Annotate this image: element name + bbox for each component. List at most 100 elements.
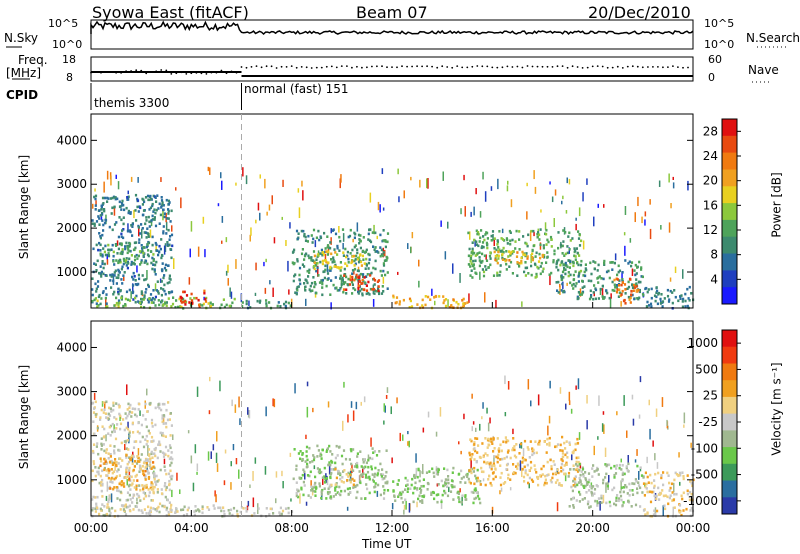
- power-echo-cell: [316, 261, 319, 265]
- velocity-echo-cell: [444, 491, 447, 495]
- power-echo-cell: [142, 251, 145, 255]
- power-echo-cell: [96, 285, 100, 288]
- velocity-echo-cell: [528, 456, 531, 459]
- velocity-echo-cell: [144, 469, 147, 473]
- power-echo-cell: [536, 265, 539, 269]
- power-echo-cell: [505, 262, 508, 266]
- velocity-speckle: [549, 380, 551, 389]
- power-echo-cell: [379, 233, 382, 237]
- velocity-echo-cell: [144, 438, 147, 441]
- velocity-speckle: [568, 391, 571, 401]
- cpid-segment-1: themis 3300: [94, 96, 170, 110]
- velocity-echo-cell: [573, 477, 576, 480]
- velocity-speckle: [128, 433, 130, 444]
- velocity-echo-cell: [332, 468, 335, 471]
- velocity-speckle: [509, 487, 512, 491]
- power-echo-cell: [638, 290, 641, 294]
- nave-point: [165, 69, 168, 72]
- power-echo-cell: [165, 269, 168, 272]
- velocity-speckle: [383, 420, 385, 425]
- velocity-speckle: [215, 494, 217, 503]
- velocity-echo-cell: [421, 501, 424, 504]
- power-speckle: [92, 203, 94, 209]
- velocity-echo-cell: [373, 450, 376, 453]
- power-echo-cell: [343, 274, 346, 277]
- power-echo-cell: [557, 268, 560, 272]
- velocity-echo-cell: [537, 483, 540, 487]
- velocity-echo-cell: [137, 456, 140, 460]
- power-echo-cell: [577, 275, 580, 278]
- power-echo-cell: [137, 300, 140, 303]
- power-speckle: [225, 237, 228, 243]
- velocity-echo-cell: [673, 506, 676, 509]
- velocity-echo-cell: [489, 481, 492, 485]
- nave-point: [325, 65, 328, 68]
- power-echo-cell: [129, 212, 132, 215]
- velocity-speckle: [472, 421, 475, 425]
- velocity-echo-cell: [517, 463, 520, 467]
- power-echo-cell: [345, 288, 348, 291]
- velocity-speckle: [209, 376, 211, 382]
- power-echo-cell: [201, 304, 204, 307]
- power-echo-cell: [357, 290, 360, 294]
- velocity-speckle: [608, 475, 610, 483]
- velocity-echo-cell: [122, 504, 125, 507]
- power-echo-cell: [152, 210, 155, 213]
- power-speckle: [418, 259, 420, 267]
- velocity-echo-cell: [154, 446, 157, 450]
- velocity-echo-cell: [127, 448, 130, 451]
- power-echo-cell: [297, 285, 300, 288]
- velocity-echo-cell: [382, 497, 386, 500]
- power-echo-cell: [117, 273, 120, 277]
- velocity-echo-cell: [576, 470, 580, 473]
- velocity-speckle: [399, 432, 401, 442]
- velocity-echo-cell: [482, 455, 485, 459]
- power-echo-cell: [126, 229, 129, 233]
- power-echo-cell: [542, 244, 545, 247]
- power-echo-cell: [293, 248, 296, 252]
- power-speckle: [130, 291, 132, 299]
- power-echo-cell: [472, 263, 475, 266]
- power-echo-cell: [164, 302, 167, 305]
- velocity-echo-cell: [163, 402, 166, 406]
- velocity-echo-cell: [151, 499, 154, 502]
- power-echo-cell: [629, 296, 632, 300]
- power-echo-cell: [308, 268, 311, 272]
- velocity-echo-cell: [146, 459, 149, 463]
- cpid-segment-2: normal (fast) 151: [244, 82, 349, 96]
- power-echo-cell: [154, 273, 157, 276]
- power-echo-cell: [378, 292, 381, 296]
- power-speckle: [221, 240, 223, 244]
- velocity-echo-cell: [452, 466, 455, 470]
- power-echo-cell: [151, 243, 154, 247]
- velocity-echo-cell: [152, 465, 155, 469]
- velocity-echo-cell: [341, 476, 344, 479]
- power-echo-cell: [138, 250, 142, 253]
- velocity-echo-cell: [459, 481, 462, 484]
- velocity-speckle: [626, 430, 628, 438]
- velocity-echo-cell: [293, 448, 296, 451]
- power-colorbar-segment: [722, 135, 737, 154]
- power-speckle: [106, 170, 109, 180]
- velocity-echo-cell: [422, 484, 425, 488]
- velocity-echo-cell: [128, 478, 131, 481]
- power-echo-cell: [576, 297, 579, 301]
- velocity-echo-cell: [639, 505, 642, 508]
- power-speckle: [540, 209, 542, 213]
- power-echo-cell: [117, 290, 120, 294]
- power-echo-cell: [541, 270, 544, 273]
- power-speckle: [106, 259, 109, 265]
- velocity-echo-cell: [615, 496, 618, 500]
- velocity-echo-cell: [131, 421, 134, 425]
- velocity-echo-cell: [157, 403, 160, 406]
- power-echo-cell: [330, 258, 333, 261]
- power-echo-cell: [168, 243, 171, 247]
- velocity-echo-cell: [101, 478, 104, 482]
- velocity-echo-cell: [686, 489, 689, 493]
- power-echo-cell: [377, 290, 381, 294]
- power-echo-cell: [550, 238, 553, 241]
- power-echo-cell: [653, 294, 657, 298]
- power-echo-cell: [101, 253, 104, 257]
- velocity-echo-cell: [164, 495, 167, 499]
- velocity-echo-cell: [141, 484, 144, 487]
